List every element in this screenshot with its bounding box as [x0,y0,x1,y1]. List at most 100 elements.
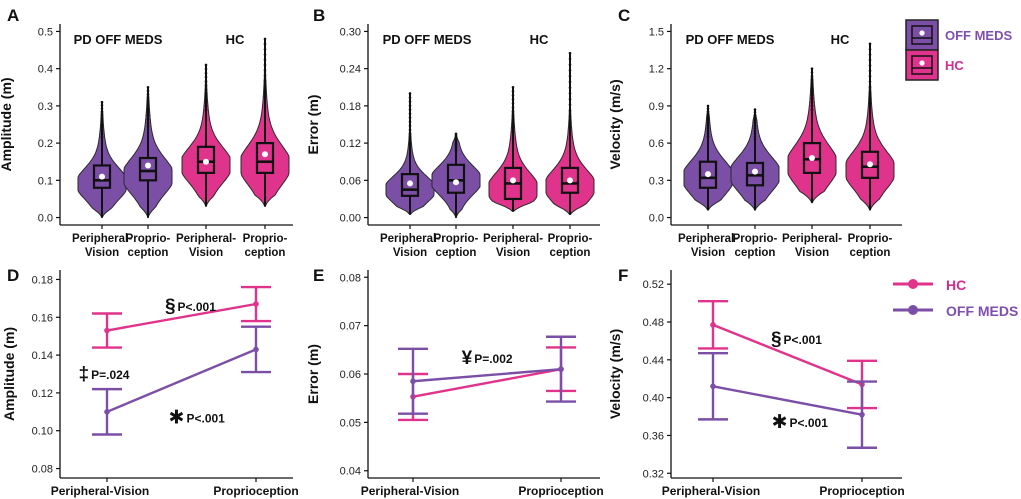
y-axis-title: Error (m) [305,95,321,155]
outlier-point [706,129,710,133]
box-iqr [255,142,275,174]
outlier-point [810,74,814,78]
line-series [698,352,877,449]
outlier-point [511,126,515,129]
legend-top-item-hc: HC [905,49,964,81]
outlier-point [263,89,267,93]
significance-annotation: ¥ P=.002 [462,348,513,369]
significance-symbol: § [165,296,176,317]
outlier-point [204,67,208,71]
outlier-point [753,118,757,122]
mean-point [407,180,413,187]
outlier-point [204,71,208,75]
outlier-point [511,118,515,121]
mean-marker [710,322,716,328]
x-tick-label: ception [850,247,891,259]
outlier-point [146,124,150,128]
series-line [712,385,863,416]
outlier-point [146,85,150,89]
y-tick-label: 1.5 [649,26,664,38]
series-line [412,367,562,398]
outlier-point [204,88,208,91]
outlier-point [146,107,150,110]
line-series [92,285,271,349]
mean-marker [104,327,110,334]
y-tick-label: 0.16 [32,312,53,324]
outlier-point [868,74,872,78]
outlier-point [568,109,572,112]
outlier-point [263,42,267,46]
outlier-point [408,120,412,124]
violin-series [181,63,231,207]
y-tick-label: 0.9 [649,101,664,113]
panel-A: A Amplitude (m) 0.0 0.1 0.2 0.3 0.4 0.5 PD OFF M… [0,6,293,259]
line-series [698,300,877,410]
legend-hc-line-label: HC [946,277,966,293]
outlier-point [706,118,710,122]
group-label: HC [226,32,245,47]
outlier-point [753,110,757,114]
y-tick-label: 0.18 [340,101,361,113]
outlier-point [753,108,757,111]
x-tick-label: ception [550,247,591,259]
outlier-point [706,132,710,136]
x-tick-label: ception [245,247,286,259]
outlier-point [568,103,572,107]
outlier-point [810,104,814,108]
x-tick-label: Peripheral- [380,233,440,245]
x-tick-label: ception [735,247,776,259]
x-tick-label: Proprio- [733,233,778,245]
y-tick-label: 0.36 [643,430,664,442]
y-tick-label: 0.08 [340,272,361,284]
outlier-point [568,63,572,66]
y-tick-label: 0.10 [32,426,53,438]
significance-symbol: ✱ [772,412,788,433]
outlier-point [408,92,412,95]
outlier-point [263,79,267,82]
x-tick-label: Proprio- [548,233,593,245]
significance-symbol: § [771,329,782,350]
outlier-point [810,78,814,82]
panel-label: C [618,6,630,25]
group-label: HC [831,32,850,47]
y-tick-label: 0.32 [643,468,664,480]
outlier-point [100,107,104,110]
y-tick-label: 0.4 [38,64,53,76]
outlier-point [753,121,757,125]
outlier-point [263,53,267,56]
outlier-point [146,93,150,96]
outlier-point [568,69,572,72]
y-tick-label: 0.3 [649,175,664,187]
outlier-point [868,101,872,105]
outlier-point [100,123,104,126]
series-line [106,348,257,413]
outlier-point [753,126,757,130]
legend-bottom: HC OFF MEDS [893,277,1018,319]
significance-text: P<.001 [790,416,829,430]
x-tick-label: Peripheral-Vision [361,484,459,498]
x-tick-label: Peripheral- [72,233,132,245]
group-label: PD OFF MEDS [686,32,775,47]
y-axis-title: Velocity (m/s) [607,329,623,419]
outlier-point [511,122,515,125]
group-label: PD OFF MEDS [383,32,472,47]
panel-E: E Error (m) 0.04 0.05 0.06 0.07 0.08 Peripheral… [305,266,604,498]
outlier-point [810,108,814,111]
y-tick-label: 0.07 [340,321,361,333]
x-tick-label: Proprio- [434,233,479,245]
legend-hc-label: HC [945,58,964,73]
y-tick-label: 0.52 [643,279,664,291]
panel-B: B Error (m) 0.00 0.06 0.12 0.18 0.24 0.30 PD OFF… [305,6,600,259]
group-label: HC [530,32,549,47]
line-series [92,325,271,436]
mean-marker [859,411,865,418]
box-iqr [560,166,580,194]
outlier-point [263,48,267,51]
outlier-point [204,63,208,67]
mean-marker [710,383,716,390]
y-tick-label: 0.1 [38,175,53,187]
outlier-point [706,110,710,113]
outlier-point [100,132,104,136]
significance-symbol: ✱ [169,407,185,428]
